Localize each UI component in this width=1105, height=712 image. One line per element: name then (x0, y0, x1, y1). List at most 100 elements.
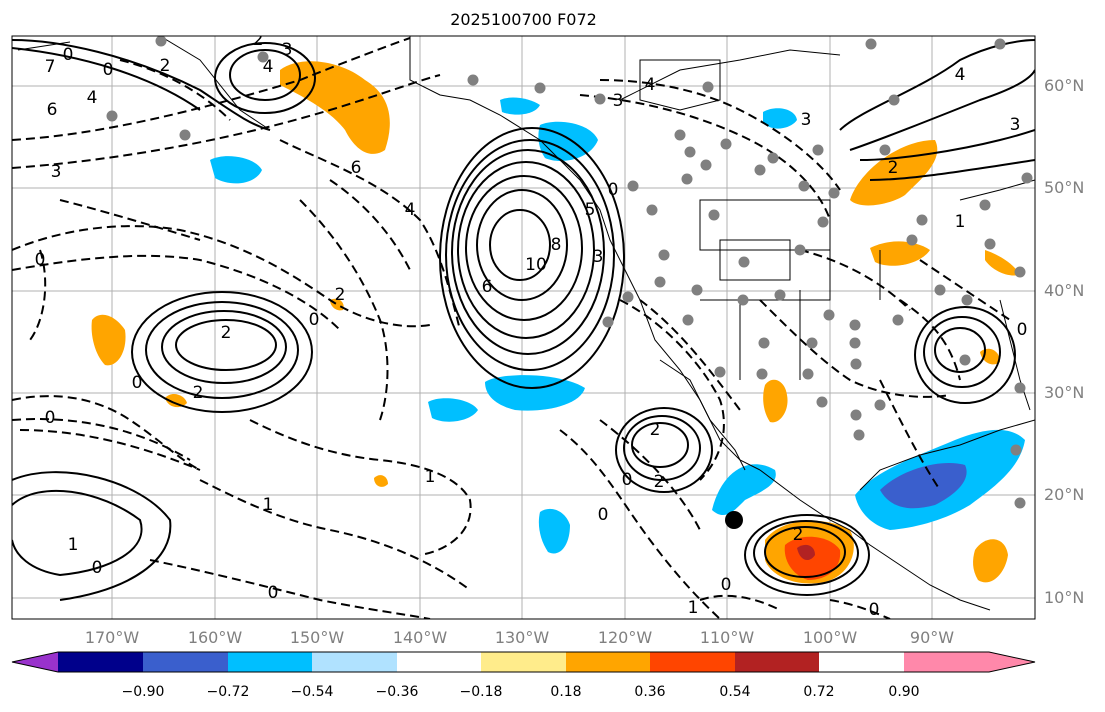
solid-contours (12, 39, 1035, 601)
colorbar-label: −0.18 (459, 684, 503, 700)
contour-label: 0 (309, 310, 320, 330)
colorbar-segment (228, 652, 312, 672)
contour-label: 0 (598, 505, 609, 525)
contour-label: 10 (525, 255, 547, 275)
lat-label: 10°N (1044, 588, 1085, 607)
colorbar-label: −0.54 (290, 684, 334, 700)
lat-label: 40°N (1044, 281, 1085, 300)
colorbar-segment (312, 652, 397, 672)
contour-label: 3 (801, 110, 812, 130)
shaded-regions (91, 61, 1025, 584)
contour-label: 0 (35, 250, 46, 270)
contour-label: 8 (551, 235, 562, 255)
contour-label: 3 (613, 91, 624, 111)
colorbar-label: 0.72 (803, 684, 835, 700)
contour-label: 7 (45, 57, 56, 77)
contour-label: 2 (335, 285, 346, 305)
lon-label: 150°W (289, 628, 345, 647)
shade-orange (165, 393, 187, 408)
station-dots (106, 36, 1033, 509)
contour-label: 6 (47, 100, 58, 120)
contour-label: 0 (608, 180, 619, 200)
shade-orange (763, 379, 788, 423)
contour-label: 0 (721, 575, 732, 595)
contour-label: 0 (869, 600, 880, 620)
lat-label: 20°N (1044, 485, 1085, 504)
lat-label: 50°N (1044, 178, 1085, 197)
contour-label: 4 (87, 88, 98, 108)
shade-orange (91, 314, 126, 366)
colorbar-segment (566, 652, 650, 672)
shade-blue (500, 97, 540, 115)
contour-label: 2 (888, 158, 899, 178)
contour-label: 2 (793, 525, 804, 545)
shade-orange (985, 250, 1020, 276)
colorbar-segment (397, 652, 481, 672)
contour-label: 1 (955, 212, 966, 232)
coastlines (17, 36, 1035, 611)
dashed-contours (12, 37, 1011, 619)
shade-mediumblue (880, 462, 967, 509)
lon-label: 110°W (699, 628, 755, 647)
contour-label: 3 (1010, 115, 1021, 135)
colorbar-segment (143, 652, 228, 672)
shade-darkred (797, 544, 815, 561)
colorbar-label: 0.54 (719, 684, 751, 700)
chart-title: 2025100700 F072 (450, 10, 597, 29)
shade-blue (210, 156, 262, 184)
contour-label: 1 (68, 535, 79, 555)
contour-label: 4 (405, 200, 416, 220)
colorbar-label: 0.36 (634, 684, 666, 700)
shade-blue (428, 398, 478, 422)
colorbar-label: 0.18 (550, 684, 582, 700)
location-marker (725, 511, 743, 529)
contour-label: 0 (622, 470, 633, 490)
map-frame (11, 35, 1036, 620)
shade-blue (712, 464, 776, 516)
contour-label: 2 (253, 30, 264, 50)
colorbar-segment (904, 652, 989, 672)
contour-label: 0 (132, 373, 143, 393)
colorbar-segment (481, 652, 566, 672)
colorbar-extend-right (989, 652, 1035, 672)
contour-label: 3 (593, 247, 604, 267)
contour-label: 0 (45, 408, 56, 428)
contour-label: 2 (221, 323, 232, 343)
lon-label: 160°W (187, 628, 243, 647)
colorbar-segment (58, 652, 143, 672)
contour-label: 0 (1017, 320, 1028, 340)
contour-label: 1 (263, 495, 274, 515)
colorbar-outline (11, 651, 1036, 673)
contour-label: 0 (92, 558, 103, 578)
lon-label: 130°W (494, 628, 550, 647)
colorbar-segment (650, 652, 735, 672)
contour-label: 3 (51, 162, 62, 182)
contour-label: 4 (645, 75, 656, 95)
contour-label: 6 (351, 158, 362, 178)
contour-label: 2 (160, 56, 171, 76)
contour-label: 2 (193, 383, 204, 403)
contour-label: 0 (63, 45, 74, 65)
lon-label: 100°W (802, 628, 858, 647)
lon-label: 170°W (84, 628, 140, 647)
contour-label: 0 (103, 60, 114, 80)
contour-label: 2 (654, 472, 665, 492)
contour-label: 1 (688, 598, 699, 618)
lat-label: 60°N (1044, 76, 1085, 95)
colorbar-label: −0.72 (206, 684, 250, 700)
contour-label: 0 (268, 583, 279, 603)
shade-orange (870, 241, 930, 266)
colorbar (11, 651, 1036, 673)
contour-label: 2 (650, 420, 661, 440)
colorbar-label: 0.90 (888, 684, 920, 700)
colorbar-extend-left (12, 652, 58, 672)
colorbar-label: −0.36 (375, 684, 419, 700)
shade-blue (538, 508, 570, 554)
colorbar-label: −0.90 (121, 684, 165, 700)
contour-label: 5 (585, 200, 596, 220)
contour-label: 4 (263, 57, 274, 77)
lon-label: 90°W (909, 628, 955, 647)
